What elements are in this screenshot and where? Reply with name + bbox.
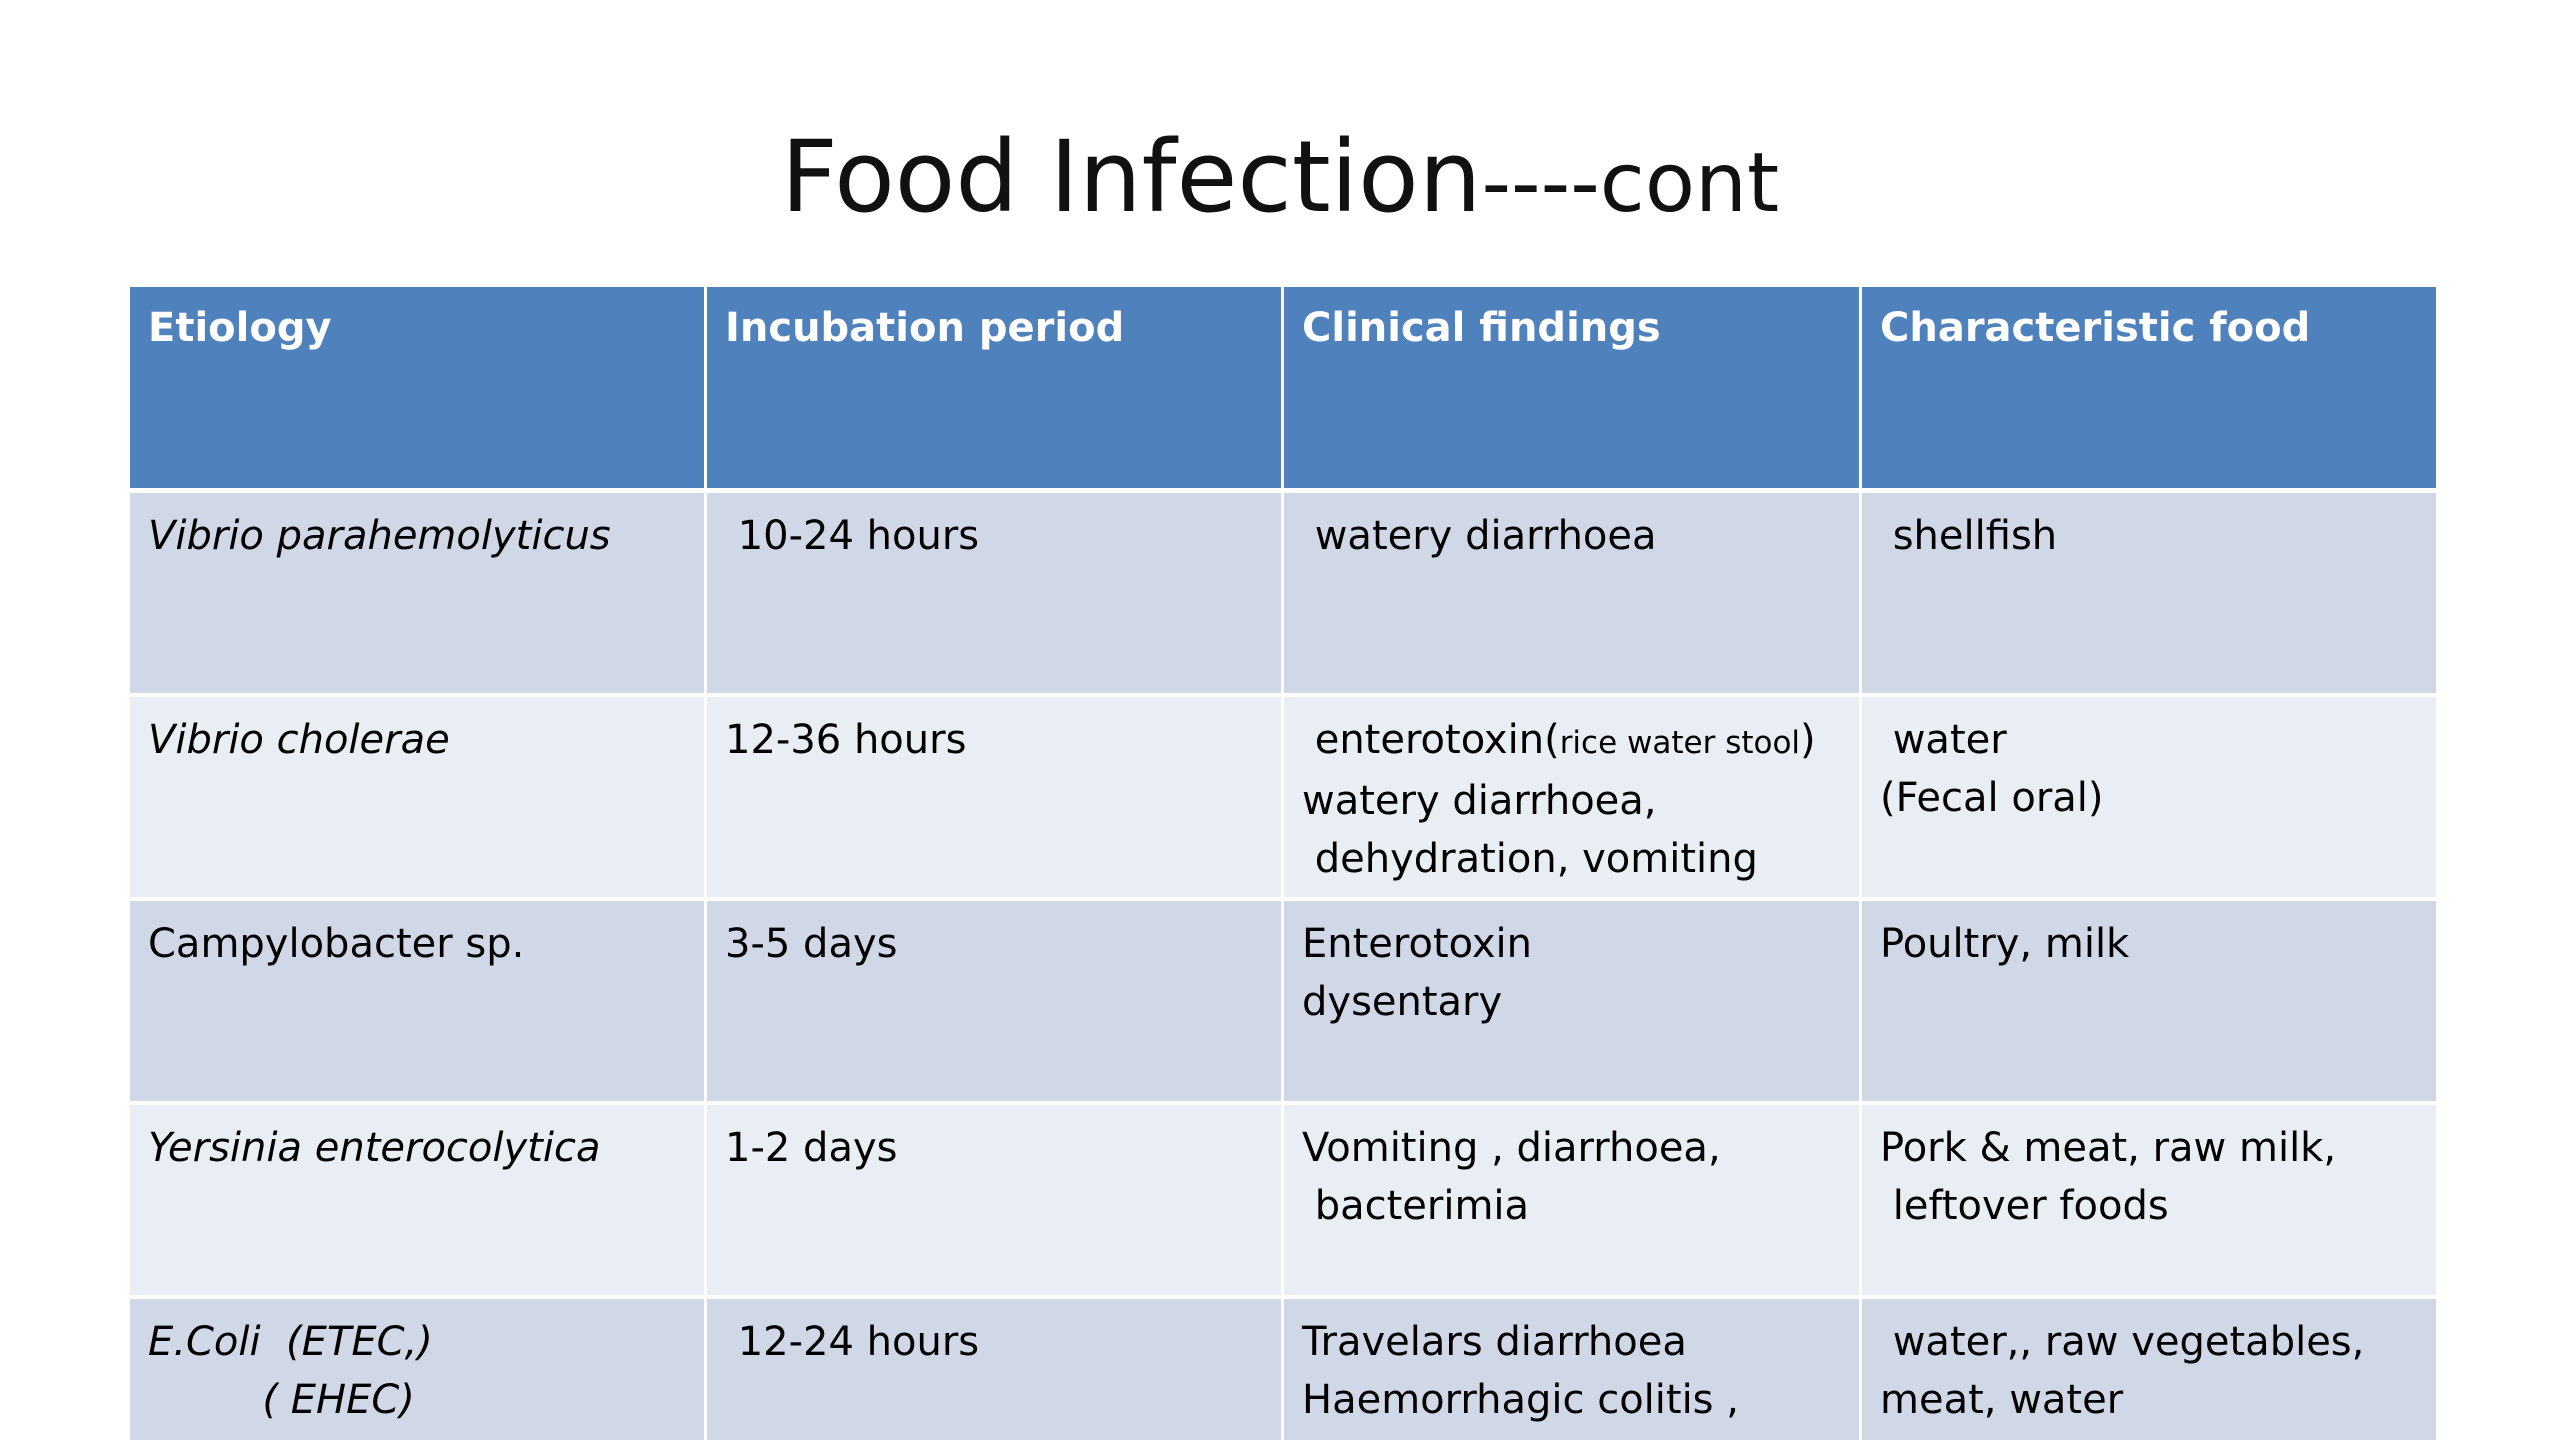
etiology-cell: Vibrio parahemolyticus [130,493,704,693]
clinical-cell: Travelars diarrhoea Haemorrhagic colitis… [1284,1299,1859,1440]
food-cell: water (Fecal oral) [1862,697,2436,897]
header-characteristic-food: Characteristic food [1862,287,2436,488]
slide-title-main: Food Infection [780,120,1482,235]
clinical-line1-close: ) [1800,717,1816,763]
food-infection-table: Etiology Incubation period Clinical find… [130,287,2436,1440]
table-row: Vibrio parahemolyticus 10-24 hours water… [130,493,2436,693]
clinical-line1-note: rice water stool [1559,725,1801,761]
incubation-cell: 3-5 days [707,901,1281,1101]
header-clinical-findings: Clinical findings [1284,287,1859,488]
food-cell: shellfish [1862,493,2436,693]
food-cell: water,, raw vegetables, meat, water [1862,1299,2436,1440]
clinical-rest-text: watery diarrhoea, dehydration, vomiting [1302,778,1758,882]
table-row: Vibrio cholerae 12-36 hours enterotoxin(… [130,697,2436,897]
incubation-cell: 12-24 hours [707,1299,1281,1440]
table-row: E.Coli (ETEC,) ( EHEC) 12-24 hours Trave… [130,1299,2436,1440]
incubation-cell: 1-2 days [707,1105,1281,1295]
table-header-row: Etiology Incubation period Clinical find… [130,287,2436,488]
table-row: Campylobacter sp. 3-5 days Enterotoxin d… [130,901,2436,1101]
table-row: Yersinia enterocolytica 1-2 days Vomitin… [130,1105,2436,1295]
header-etiology: Etiology [130,287,704,488]
etiology-cell: Yersinia enterocolytica [130,1105,704,1295]
clinical-line1-text: enterotoxin( [1302,717,1560,763]
slide-title: Food Infection----cont [0,118,2560,238]
header-incubation-period: Incubation period [707,287,1281,488]
clinical-cell: watery diarrhoea [1284,493,1859,693]
clinical-cell: Enterotoxin dysentary [1284,901,1859,1101]
clinical-cell: enterotoxin(rice water stool) watery dia… [1284,697,1859,897]
etiology-cell: E.Coli (ETEC,) ( EHEC) [130,1299,704,1440]
clinical-cell: Vomiting , diarrhoea, bacterimia [1284,1105,1859,1295]
food-cell: Poultry, milk [1862,901,2436,1101]
etiology-cell: Vibrio cholerae [130,697,704,897]
slide-title-suffix: ----cont [1481,136,1780,231]
incubation-cell: 10-24 hours [707,493,1281,693]
food-cell: Pork & meat, raw milk, leftover foods [1862,1105,2436,1295]
incubation-cell: 12-36 hours [707,697,1281,897]
etiology-cell: Campylobacter sp. [130,901,704,1101]
